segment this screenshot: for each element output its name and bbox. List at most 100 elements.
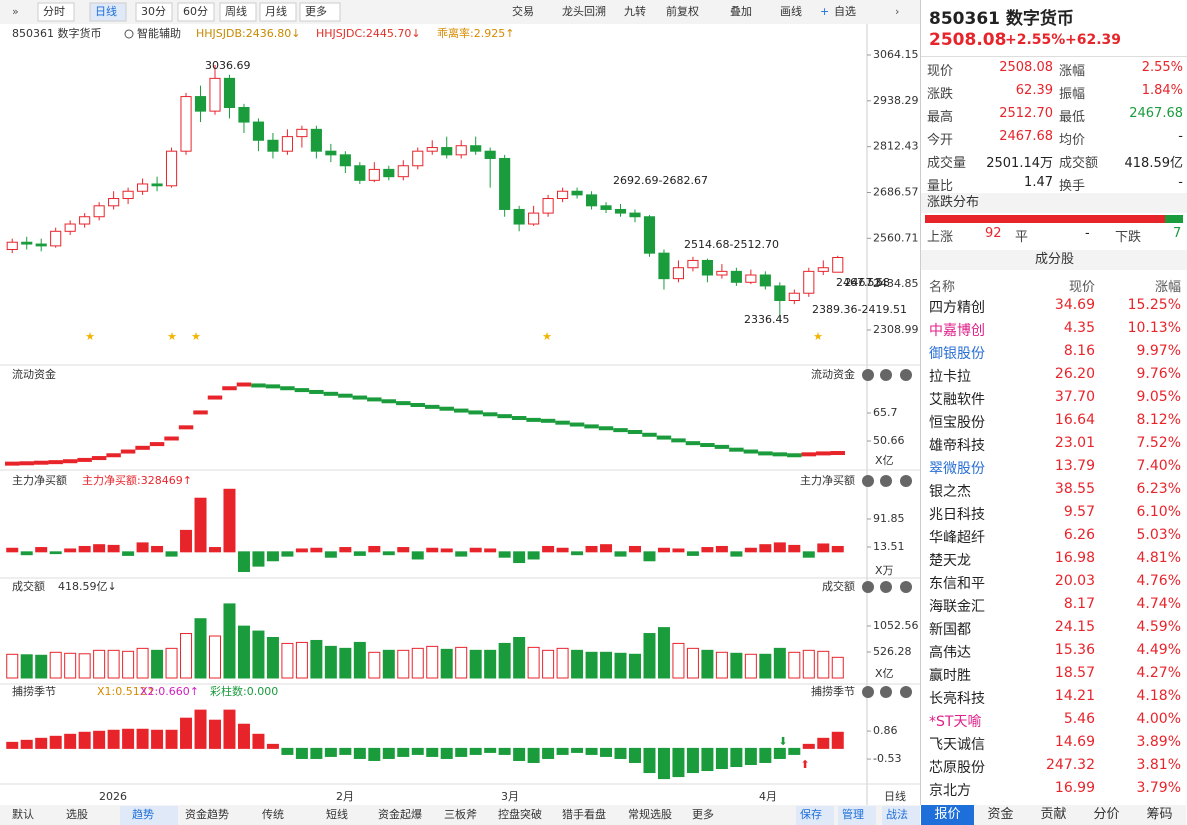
toolbar-button[interactable] <box>219 2 257 22</box>
bottom-tab[interactable]: 控盘突破 <box>498 807 542 821</box>
stock-name[interactable]: 拉卡拉 <box>929 369 971 385</box>
bottom-tab[interactable]: 战法 <box>886 807 908 821</box>
assist-label[interactable]: 智能辅助 <box>137 26 181 40</box>
panel-icon[interactable] <box>900 686 912 698</box>
flow-step <box>540 418 556 423</box>
sidebar-tab[interactable]: 报价 <box>921 805 974 825</box>
stock-name[interactable]: 艾融软件 <box>929 392 985 408</box>
toolbar-label[interactable]: 叠加 <box>730 5 752 18</box>
bottom-tab[interactable]: 三板斧 <box>444 807 477 821</box>
quote-value: - <box>1178 175 1183 190</box>
toolbar-button[interactable] <box>259 2 297 22</box>
toolbar-label[interactable]: 龙头回溯 <box>562 5 606 18</box>
expand-icon[interactable]: › <box>895 5 899 18</box>
bar <box>426 747 439 757</box>
bar <box>151 545 164 553</box>
bottom-tab[interactable]: 保存 <box>800 807 822 821</box>
toolbar-button[interactable] <box>299 2 341 22</box>
stock-price: 34.69 <box>1054 297 1095 313</box>
stock-name[interactable]: 海联金汇 <box>929 599 985 615</box>
bar <box>122 650 135 679</box>
toolbar-label[interactable]: 九转 <box>624 4 646 18</box>
panel-icon[interactable] <box>900 581 912 593</box>
flow-step <box>671 438 686 443</box>
bar <box>6 741 19 749</box>
bottom-tab[interactable]: 默认 <box>12 808 34 821</box>
bar <box>440 648 453 679</box>
sidebar-tab[interactable]: 贡献 <box>1027 805 1080 825</box>
bar <box>122 728 135 749</box>
bottom-tab[interactable]: 猎手看盘 <box>562 807 606 821</box>
panel-icon[interactable] <box>880 686 892 698</box>
flow-step <box>685 441 701 446</box>
stock-name[interactable]: 雄帝科技 <box>929 438 985 454</box>
panel-icon[interactable] <box>862 369 874 381</box>
toolbar-label[interactable]: 画线 <box>780 4 802 18</box>
panel-icon[interactable] <box>862 686 874 698</box>
stock-name[interactable]: 长亮科技 <box>929 691 985 707</box>
quote-value: 1.84% <box>1141 83 1183 98</box>
stock-name[interactable]: 京北方 <box>929 783 971 799</box>
sidebar-tab[interactable]: 分价 <box>1080 805 1133 825</box>
stock-name[interactable]: 芯原股份 <box>929 760 985 776</box>
bottom-tab[interactable]: 常规选股 <box>628 807 672 821</box>
sidebar-tab[interactable]: 筹码 <box>1133 805 1186 825</box>
assist-icon[interactable] <box>124 29 134 39</box>
stock-change: 9.76% <box>1136 366 1181 382</box>
bar <box>614 747 627 759</box>
flow-step <box>77 457 92 462</box>
panel-icon[interactable] <box>900 475 912 487</box>
stock-name[interactable]: 兆日科技 <box>929 507 985 523</box>
stock-name[interactable]: 翠微股份 <box>929 461 985 477</box>
flow-step <box>816 451 831 456</box>
bar <box>455 551 468 557</box>
toolbar-button[interactable] <box>177 2 215 22</box>
bottom-tab[interactable]: 管理 <box>842 807 864 821</box>
bottom-tab[interactable]: 更多 <box>692 807 714 821</box>
bar <box>107 544 120 553</box>
candle-body <box>93 205 105 218</box>
stock-name[interactable]: 银之杰 <box>929 484 971 500</box>
table-header: 涨幅 <box>1154 280 1181 295</box>
sidebar-tab[interactable]: 资金 <box>974 805 1027 825</box>
bottom-tab[interactable]: 选股 <box>66 808 88 821</box>
stock-change: 4.81% <box>1136 550 1181 566</box>
stock-name[interactable]: 东信和平 <box>929 576 985 592</box>
bar <box>397 747 410 757</box>
toolbar-label[interactable]: 自选 <box>834 5 856 18</box>
bottom-tab[interactable]: 传统 <box>262 808 284 821</box>
panel-icon[interactable] <box>862 475 874 487</box>
bottom-tab[interactable]: 趋势 <box>132 808 154 821</box>
bottom-tab[interactable]: 短线 <box>326 807 348 821</box>
section-title: 成分股 <box>921 250 1187 270</box>
toolbar-label[interactable]: 交易 <box>512 4 534 18</box>
toolbar-button[interactable] <box>89 2 127 22</box>
panel-icon[interactable] <box>880 581 892 593</box>
stock-name[interactable]: 赢时胜 <box>929 668 971 684</box>
quote-value: 2.55% <box>1141 60 1183 75</box>
panel-icon[interactable] <box>880 369 892 381</box>
stock-name[interactable]: *ST天喻 <box>929 714 982 730</box>
stock-name[interactable]: 四方精创 <box>929 300 985 316</box>
stock-name[interactable]: 恒宝股份 <box>929 415 985 431</box>
stock-name[interactable]: 楚天龙 <box>929 553 971 569</box>
toolbar-button[interactable] <box>135 2 173 22</box>
panel-icon[interactable] <box>862 581 874 593</box>
flow-step <box>396 401 411 406</box>
stock-name[interactable]: 高伟达 <box>929 645 971 661</box>
toolbar-label[interactable]: 前复权 <box>666 4 699 18</box>
stock-name[interactable]: 华峰超纤 <box>929 530 985 546</box>
stock-name[interactable]: 飞天诚信 <box>929 737 985 753</box>
toolbar-button[interactable] <box>37 2 75 22</box>
panel-icon[interactable] <box>880 475 892 487</box>
stock-name[interactable]: 新国都 <box>929 622 971 638</box>
bottom-tab[interactable]: 资金趋势 <box>185 807 229 821</box>
bottom-tab[interactable]: 资金起爆 <box>378 807 422 821</box>
panel-icon[interactable] <box>900 369 912 381</box>
stock-name[interactable]: 中嘉博创 <box>929 323 985 339</box>
y-tick-label: 526.28 <box>873 645 912 658</box>
stock-name[interactable]: 御银股份 <box>929 346 985 362</box>
collapse-icon[interactable]: » <box>12 5 19 18</box>
candle-body <box>339 154 351 167</box>
candle-body <box>658 252 670 280</box>
